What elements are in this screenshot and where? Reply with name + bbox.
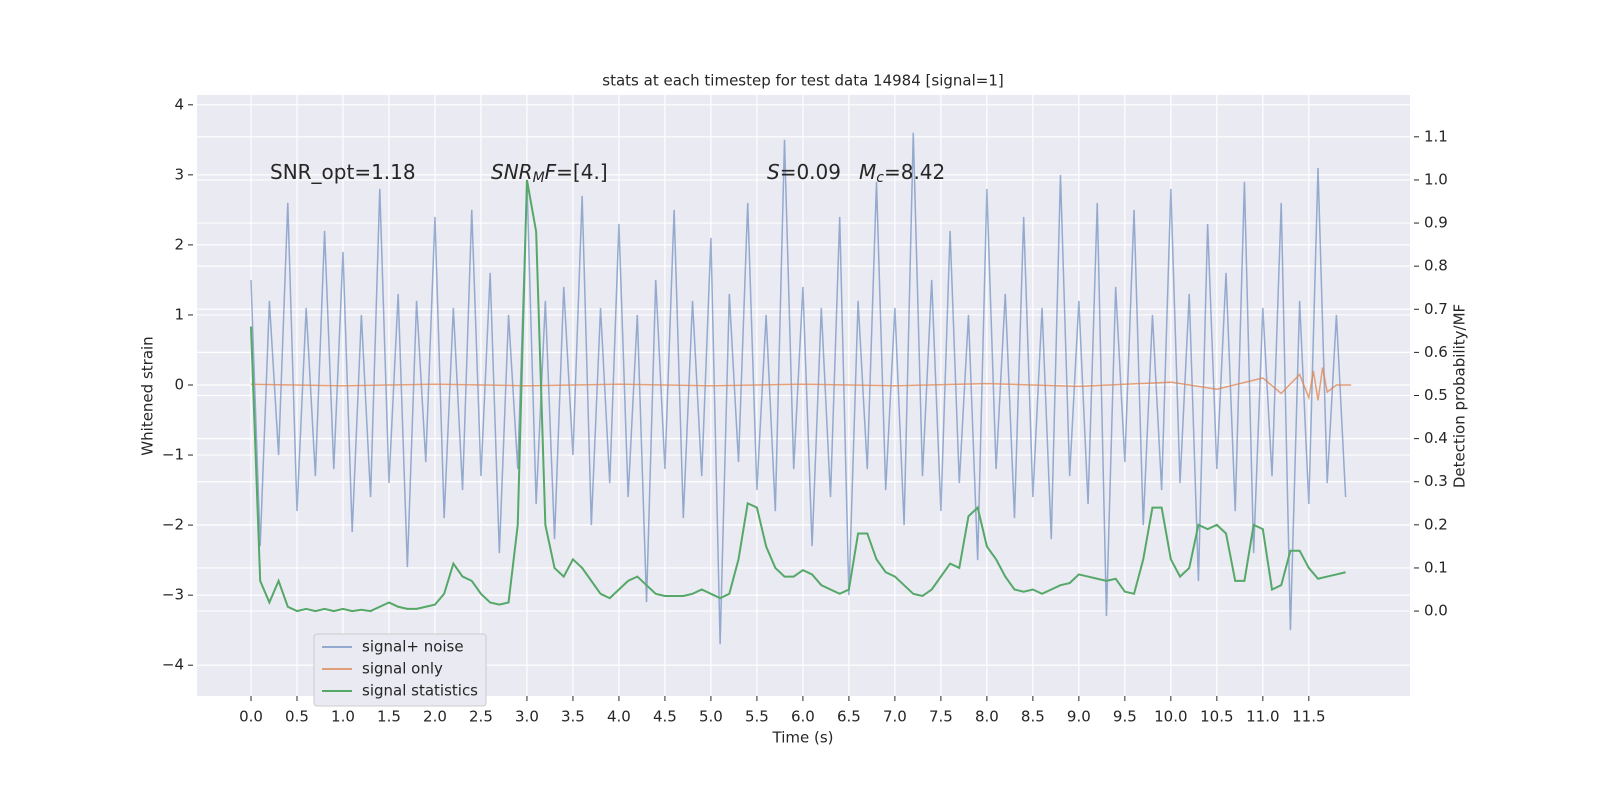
x-tick-label: 0.0	[239, 708, 263, 726]
annotation-text: =8.42	[884, 160, 945, 184]
legend-box	[313, 633, 487, 707]
x-tick-label: 3.0	[515, 708, 539, 726]
x-tick-label: 7.5	[929, 708, 953, 726]
x-tick-label: 11.0	[1246, 708, 1279, 726]
annotation-text: SNR	[491, 160, 533, 184]
legend-label: signal+ noise	[362, 638, 464, 656]
x-tick-label: 2.5	[469, 708, 493, 726]
chart-title: stats at each timestep for test data 149…	[602, 72, 1003, 90]
x-axis-label: Time (s)	[772, 729, 834, 747]
y-tick-label: 2	[174, 235, 184, 253]
y2-tick-label: 0.0	[1424, 602, 1448, 620]
y2-tick-label: 0.6	[1424, 343, 1448, 361]
y-tick-label: −3	[162, 586, 184, 604]
annotation-text: F	[545, 160, 557, 184]
x-tick-label: 6.5	[837, 708, 861, 726]
x-tick-label: 3.5	[561, 708, 585, 726]
x-tick-label: 2.0	[423, 708, 447, 726]
y2-axis-label: Detection probability/MF	[1451, 304, 1469, 488]
y-tick-label: −2	[162, 516, 184, 534]
x-tick-label: 8.0	[975, 708, 999, 726]
annotation-subscript: c	[876, 170, 884, 186]
legend-label: signal only	[362, 660, 443, 678]
annotation-text: =0.09	[780, 160, 841, 184]
x-tick-label: 10.0	[1154, 708, 1187, 726]
y2-tick-label: 0.4	[1424, 429, 1448, 447]
annotation: SNR_opt=1.18	[270, 160, 416, 184]
y2-tick-label: 0.3	[1424, 472, 1448, 490]
annotation: SNRMF=[4.]	[491, 160, 608, 187]
series-line	[250, 132, 1347, 645]
annotation-subscript: M	[533, 170, 545, 186]
x-tick-label: 4.0	[607, 708, 631, 726]
x-tick-label: 6.0	[791, 708, 815, 726]
x-tick-label: 10.5	[1200, 708, 1233, 726]
x-tick-label: 5.0	[699, 708, 723, 726]
x-tick-label: 9.5	[1113, 708, 1137, 726]
y2-tick-label: 1.1	[1424, 127, 1448, 145]
y2-tick-label: 0.8	[1424, 257, 1448, 275]
y-axis-label: Whitened strain	[139, 336, 157, 455]
x-tick-label: 11.5	[1292, 708, 1325, 726]
annotation-text: M	[859, 160, 876, 184]
y-tick-label: 4	[174, 95, 184, 113]
grid	[197, 95, 1410, 696]
x-tick-label: 8.5	[1021, 708, 1045, 726]
y-tick-label: 3	[174, 165, 184, 183]
y2-tick-label: 0.5	[1424, 386, 1448, 404]
x-tick-label: 4.5	[653, 708, 677, 726]
annotation: S=0.09	[767, 160, 841, 184]
legend: signal+ noise signal only signal statistic…	[313, 633, 487, 707]
y-tick-label: 1	[174, 305, 184, 323]
x-tick-label: 1.0	[331, 708, 355, 726]
y-tick-label: −4	[162, 656, 184, 674]
series-line	[250, 367, 1352, 401]
annotation: Mc=8.42	[859, 160, 945, 187]
y2-tick-label: 0.1	[1424, 558, 1448, 576]
annotation-text: =[4.]	[556, 160, 607, 184]
y2-tick-label: 0.2	[1424, 515, 1448, 533]
y2-tick-label: 1.0	[1424, 170, 1448, 188]
x-tick-label: 5.5	[745, 708, 769, 726]
x-tick-label: 0.5	[285, 708, 309, 726]
annotation-text: S	[767, 160, 780, 184]
y2-tick-label: 0.9	[1424, 214, 1448, 232]
x-tick-label: 1.5	[377, 708, 401, 726]
y-tick-label: −1	[162, 446, 184, 464]
axes: 0.0 0.5 1.0 1.5 2.0 2.5 3.0 3.5 4.0 4.5 5.0 5.5 6.0 6…	[162, 95, 1448, 725]
y-tick-label: 0	[174, 375, 184, 393]
x-tick-label: 7.0	[883, 708, 907, 726]
series-line	[249, 179, 1346, 613]
y2-tick-label: 0.7	[1424, 300, 1448, 318]
annotation-text: SNR_opt=1.18	[270, 160, 416, 184]
plot-lines	[249, 132, 1352, 645]
legend-label: signal statistics	[362, 682, 478, 700]
x-tick-label: 9.0	[1067, 708, 1091, 726]
